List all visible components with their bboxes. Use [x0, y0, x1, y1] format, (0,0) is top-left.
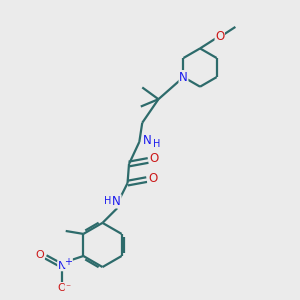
Text: H: H [153, 139, 160, 149]
Text: N: N [179, 70, 188, 84]
Text: ⁻: ⁻ [65, 284, 70, 293]
Text: H: H [104, 196, 112, 206]
Text: O: O [58, 284, 66, 293]
Text: O: O [215, 30, 224, 43]
Text: N: N [143, 134, 152, 147]
Text: +: + [64, 257, 72, 267]
Text: O: O [148, 172, 157, 184]
Text: N: N [112, 195, 121, 208]
Text: O: O [149, 152, 159, 166]
Text: N: N [58, 261, 66, 271]
Text: O: O [35, 250, 44, 260]
